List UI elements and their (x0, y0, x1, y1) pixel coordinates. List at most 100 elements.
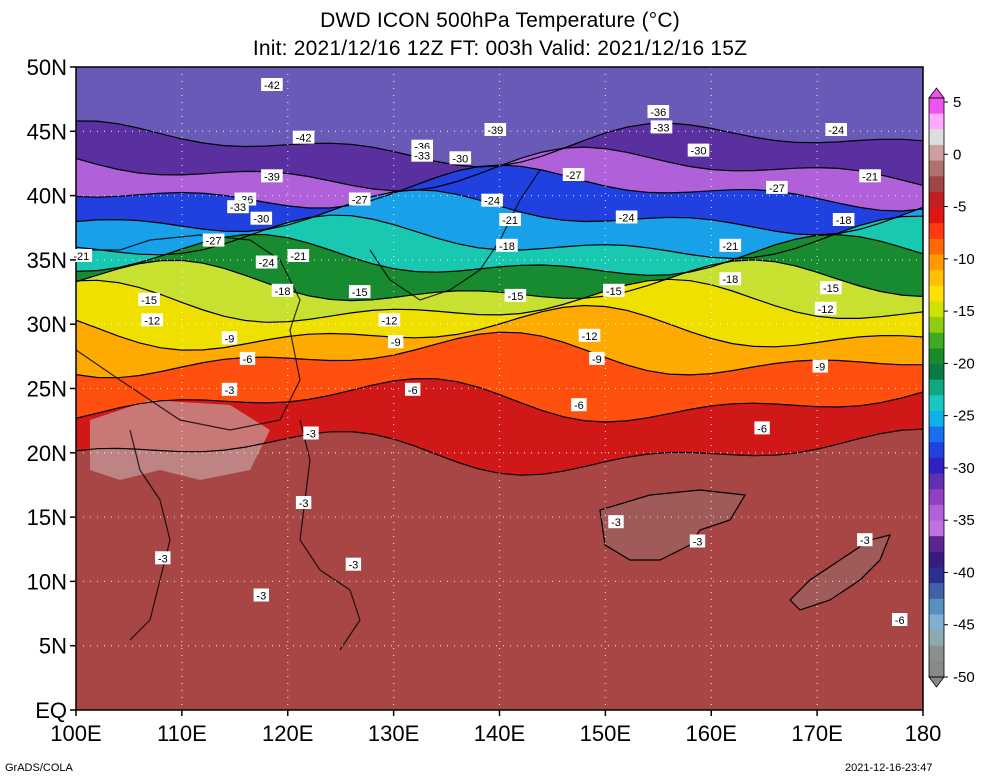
contour-label: -33 (227, 200, 249, 214)
contour-label-text: -9 (391, 337, 401, 349)
lat-tick-label: 5N (39, 634, 67, 659)
colorbar-max-arrow (928, 87, 945, 99)
contour-label-text: -21 (290, 251, 306, 263)
contour-label: -21 (287, 249, 310, 263)
contour-label: -3 (345, 557, 362, 572)
colorbar-label: -50 (953, 669, 975, 686)
contour-label: -30 (250, 211, 273, 226)
contour-label-text: -15 (352, 287, 368, 299)
contour-label-text: -33 (230, 202, 246, 214)
contour-label-text: -24 (828, 125, 844, 137)
contour-label-text: -15 (141, 295, 157, 307)
contour-label: -39 (484, 123, 507, 137)
colorbar-swatch (929, 207, 944, 224)
contour-label-text: -9 (592, 354, 602, 366)
contour-label-text: -12 (818, 304, 834, 316)
colorbar-swatch (929, 348, 944, 365)
contour-label: -3 (295, 496, 312, 510)
contour-label: -21 (859, 169, 881, 183)
contour-label-text: -3 (611, 517, 621, 529)
contour-label: -6 (754, 421, 770, 435)
lon-tick-label: 170E (791, 721, 842, 746)
contour-label-text: -30 (691, 146, 707, 158)
colorbar-swatch (929, 129, 944, 146)
colorbar-swatch (929, 144, 944, 161)
warm-patch (90, 400, 270, 480)
contour-label-text: -9 (225, 333, 235, 345)
contour-label: -18 (271, 283, 294, 298)
contour-label: -3 (689, 534, 706, 549)
contour-label-text: -24 (484, 196, 500, 208)
lat-tick-label: 10N (27, 569, 67, 594)
colorbar-swatch (929, 285, 944, 302)
colorbar-swatch (929, 270, 944, 287)
colorbar-label: -35 (953, 512, 975, 529)
contour-label: -15 (138, 292, 160, 307)
colorbar: 5 0 -5 -10 -15 -20 -25 -30 -35 -40 -45 -50 (928, 87, 975, 688)
map-subtitle: Init: 2021/12/16 12Z FT: 003h Valid: 202… (252, 37, 748, 60)
contour-label-text: -39 (487, 125, 503, 137)
colorbar-swatch (929, 567, 944, 584)
contour-label-text: -3 (256, 591, 266, 603)
contour-label: -24 (255, 255, 278, 270)
contour-label: -3 (857, 533, 873, 547)
contour-label-text: -6 (243, 354, 253, 366)
contour-label: -6 (405, 382, 421, 397)
lon-tick-label: 160E (686, 721, 737, 746)
contour-label-text: -6 (757, 423, 767, 435)
contour-label: -27 (202, 233, 225, 248)
colorbar-swatch (929, 489, 944, 506)
lat-tick-label: 30N (27, 312, 67, 337)
contour-label-text: -3 (299, 498, 309, 510)
colorbar-swatch (929, 473, 944, 490)
colorbar-min-arrow (928, 676, 945, 688)
contour-label-text: -24 (259, 258, 275, 270)
lat-tick-label: 50N (27, 55, 67, 80)
lon-tick-label: 150E (580, 721, 631, 746)
contour-label-text: -21 (722, 241, 738, 253)
contour-label: -15 (348, 285, 371, 299)
contour-label: -21 (70, 249, 93, 263)
contour-label-text: -18 (722, 274, 738, 286)
contour-label-text: -36 (650, 107, 666, 119)
lon-tick-label: 110E (157, 721, 207, 746)
lat-tick-label: 20N (27, 441, 67, 466)
contour-label: -33 (411, 148, 433, 163)
longitude-axis: 100E 110E 120E 130E 140E 150E 160E 170E 180 (50, 710, 941, 746)
colorbar-swatch (929, 442, 944, 459)
contour-label: -9 (388, 335, 404, 349)
colorbar-swatch (929, 238, 944, 255)
contour-label-text: -21 (862, 171, 878, 183)
contour-label: -12 (378, 313, 401, 327)
contour-labels: -42-42-39-36-33-30-27-24-21-21-27-36-33-… (70, 78, 908, 627)
contour-label-text: -6 (408, 385, 418, 397)
contour-label: -12 (141, 313, 163, 327)
lon-tick-label: 130E (368, 721, 419, 746)
colorbar-swatch (929, 113, 944, 130)
colorbar-swatch (929, 457, 944, 474)
colorbar-swatch (929, 661, 944, 678)
colorbar-swatch (929, 176, 944, 193)
contour-label-text: -18 (499, 241, 515, 253)
colorbar-swatch (929, 254, 944, 271)
isotherm-line (76, 259, 923, 302)
contour-label-text: -9 (815, 362, 825, 374)
colorbar-swatch (929, 551, 944, 568)
contour-label: -18 (719, 272, 742, 286)
colorbar-frame (928, 97, 945, 678)
contour-label-text: -3 (860, 535, 870, 547)
lon-tick-label: 180 (905, 721, 942, 746)
colorbar-swatch (929, 520, 944, 537)
contour-label: -15 (603, 283, 625, 298)
contour-label: -21 (499, 213, 521, 227)
colorbar-swatch (929, 160, 944, 177)
colorbar-swatch (929, 426, 944, 443)
colorbar-swatch (929, 630, 944, 647)
contour-label: -15 (504, 288, 527, 303)
colorbar-label: -15 (953, 303, 975, 320)
contour-label-text: -15 (507, 291, 523, 303)
contour-label: -9 (589, 351, 605, 366)
map-title: DWD ICON 500hPa Temperature (°C) (320, 9, 680, 32)
contour-label-text: -27 (352, 195, 368, 207)
contour-label: -27 (348, 192, 371, 207)
